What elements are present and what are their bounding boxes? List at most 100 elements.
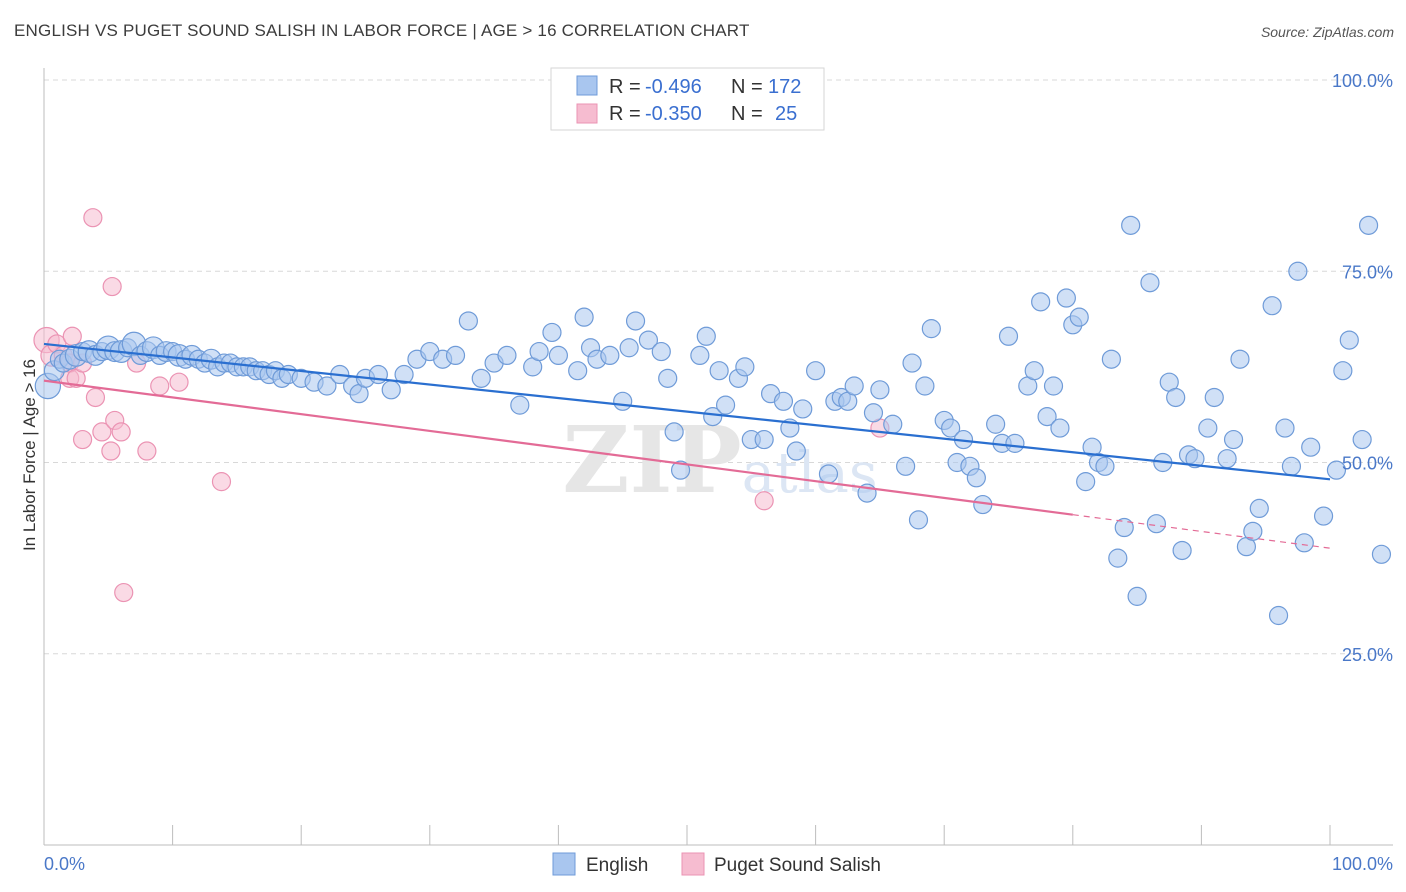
- bottom-legend: English Puget Sound Salish: [552, 852, 881, 876]
- data-point: [111, 422, 131, 442]
- data-point: [1352, 429, 1372, 450]
- data-point: [92, 422, 112, 442]
- data-point: [1172, 540, 1192, 561]
- data-point: [1166, 387, 1186, 408]
- trend-lines: [43, 342, 1331, 549]
- data-point: [1050, 418, 1070, 438]
- y-tick-labels: 25.0% 50.0% 75.0% 100.0%: [1332, 71, 1393, 665]
- data-point: [114, 582, 134, 603]
- data-point: [83, 208, 103, 228]
- data-point: [1281, 456, 1302, 476]
- data-point: [394, 364, 414, 385]
- data-point: [998, 326, 1019, 346]
- data-point: [1249, 498, 1269, 518]
- data-point: [169, 372, 189, 392]
- data-point: [818, 464, 839, 484]
- data-point: [510, 395, 530, 415]
- legend-r-label-english: R =: [609, 76, 641, 98]
- data-point: [1204, 387, 1224, 408]
- data-point: [754, 491, 774, 511]
- data-point: [548, 345, 569, 365]
- english-points: [34, 215, 1392, 626]
- legend-r-value-english: -0.496: [645, 76, 702, 98]
- data-point: [497, 345, 517, 365]
- data-point: [651, 341, 671, 362]
- data-point: [1288, 261, 1308, 281]
- data-point: [1371, 544, 1392, 564]
- data-point: [1108, 548, 1128, 568]
- trend-line-salish-extension: [1072, 514, 1331, 549]
- data-point: [445, 345, 466, 365]
- data-point: [150, 376, 170, 396]
- data-point: [870, 380, 890, 400]
- data-point: [1243, 521, 1263, 541]
- data-point: [458, 311, 478, 331]
- trend-line-english: [43, 342, 1331, 481]
- data-point: [1146, 514, 1166, 534]
- data-point: [1275, 418, 1295, 438]
- data-point: [1294, 533, 1314, 553]
- bottom-legend-salish: Puget Sound Salish: [714, 855, 881, 876]
- data-point: [986, 414, 1006, 434]
- data-point: [1095, 456, 1115, 476]
- salish-points: [33, 208, 890, 603]
- data-point: [211, 472, 232, 492]
- data-point: [1114, 517, 1134, 538]
- y-axis-label: In Labor Force | Age > 16: [20, 359, 39, 551]
- y-tick-label: 25.0%: [1342, 645, 1393, 665]
- data-point: [625, 311, 646, 331]
- data-point: [542, 322, 562, 343]
- data-point: [805, 361, 826, 381]
- data-point: [966, 468, 986, 488]
- data-point: [915, 376, 935, 396]
- legend-swatch-english: [576, 75, 598, 96]
- bottom-legend-swatch-english: [552, 852, 576, 876]
- legend-box: R = -0.496 N = 172 R = -0.350 N = 25: [550, 67, 825, 131]
- data-point: [85, 387, 106, 408]
- x-tick-label: 100.0%: [1332, 854, 1393, 874]
- data-point: [1198, 418, 1218, 438]
- x-tick-labels: 0.0% 100.0%: [44, 854, 1393, 874]
- data-point: [690, 345, 710, 365]
- data-point: [1262, 296, 1282, 316]
- legend-swatch-salish: [576, 103, 598, 124]
- data-point: [1127, 586, 1147, 606]
- trend-line-salish: [43, 379, 1073, 516]
- data-point: [1037, 407, 1057, 427]
- data-point: [863, 403, 884, 423]
- data-point: [1121, 215, 1141, 235]
- data-point: [1056, 288, 1076, 308]
- data-point: [670, 460, 691, 480]
- data-point: [1339, 330, 1359, 350]
- bottom-legend-english: English: [586, 855, 648, 876]
- y-tick-label: 50.0%: [1342, 454, 1393, 474]
- data-point: [1217, 449, 1237, 469]
- data-point: [754, 429, 774, 450]
- data-point: [1268, 605, 1289, 626]
- legend-r-value-salish: -0.350: [645, 103, 702, 125]
- data-point: [102, 276, 122, 297]
- data-point: [529, 341, 549, 362]
- legend-r-label-salish: R =: [609, 103, 641, 125]
- data-point: [902, 353, 922, 373]
- data-point: [941, 418, 961, 438]
- data-point: [101, 441, 121, 461]
- data-point: [1140, 273, 1160, 293]
- data-point: [664, 422, 684, 442]
- data-point: [715, 395, 736, 415]
- data-point: [1005, 433, 1025, 453]
- data-point: [1223, 429, 1244, 450]
- data-point: [703, 407, 723, 427]
- x-tick-label: 0.0%: [44, 854, 85, 874]
- data-point: [735, 357, 755, 377]
- bottom-legend-swatch-salish: [681, 852, 705, 876]
- data-point: [1101, 349, 1121, 369]
- data-point: [1185, 449, 1205, 469]
- data-point: [786, 441, 806, 461]
- data-point: [381, 380, 401, 400]
- data-point: [709, 361, 729, 381]
- data-point: [600, 345, 620, 365]
- data-point: [1313, 506, 1334, 526]
- data-point: [696, 326, 716, 346]
- source-note: Source: ZipAtlas.com: [1260, 24, 1394, 40]
